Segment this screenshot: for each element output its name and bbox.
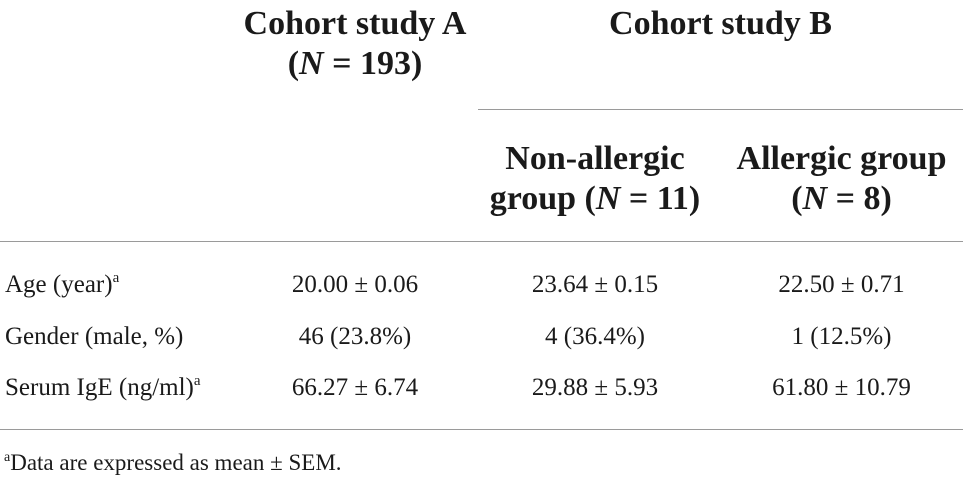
footnote: aData are expressed as mean ± SEM. xyxy=(4,450,342,475)
header-bottom-rule xyxy=(0,241,963,242)
row-gender-non-allergic: 4 (36.4%) xyxy=(545,323,645,350)
non-allergic-n: group (N = 11) xyxy=(489,180,701,217)
non-allergic-header: Non-allergic group (N = 11) xyxy=(475,139,715,219)
cohort-b-divider xyxy=(478,109,963,110)
row-age-cohort-a: 20.00 ± 0.06 xyxy=(291,271,419,298)
allergic-n: (N = 8) xyxy=(791,180,892,217)
row-gender-cohort-a: 46 (23.8%) xyxy=(298,323,412,350)
cohort-a-n: (N = 193) xyxy=(287,45,423,82)
row-age-non-allergic: 23.64 ± 0.15 xyxy=(531,271,659,298)
allergic-title: Allergic group xyxy=(736,140,947,177)
table-bottom-rule xyxy=(0,429,963,430)
row-gender-label: Gender (male, %) xyxy=(5,323,184,350)
cohort-a-title: Cohort study A xyxy=(243,5,467,42)
row-ige-label: Serum IgE (ng/ml)a xyxy=(5,373,201,402)
row-ige-cohort-a: 66.27 ± 6.74 xyxy=(291,374,419,401)
non-allergic-title: Non-allergic xyxy=(505,140,685,177)
cohort-a-header: Cohort study A (N = 193) xyxy=(205,4,505,84)
cohort-b-title: Cohort study B xyxy=(609,5,832,42)
allergic-header: Allergic group (N = 8) xyxy=(720,139,963,219)
row-age-allergic: 22.50 ± 0.71 xyxy=(778,271,905,298)
row-gender-allergic: 1 (12.5%) xyxy=(791,323,892,350)
row-ige-non-allergic: 29.88 ± 5.93 xyxy=(531,374,659,401)
row-age-label: Age (year)a xyxy=(5,270,120,299)
row-ige-allergic: 61.80 ± 10.79 xyxy=(772,374,911,401)
